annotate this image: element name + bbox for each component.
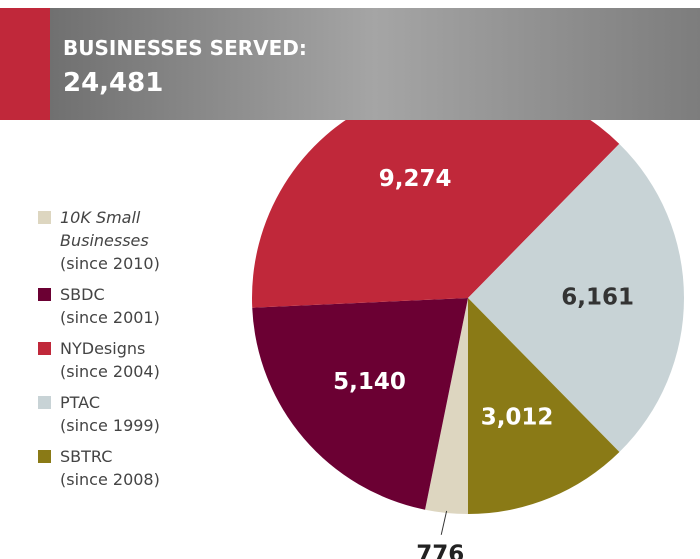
- data-label: 776: [416, 541, 464, 559]
- legend-label: 10K Small Businesses: [60, 208, 149, 250]
- legend-label: PTAC: [60, 393, 101, 412]
- legend-swatch: [38, 396, 51, 409]
- data-label: 6,161: [561, 284, 634, 310]
- legend-item: SBDC (since 2001): [38, 283, 218, 329]
- legend-note: (since 2004): [60, 362, 160, 381]
- legend-label: SBTRC: [60, 447, 113, 466]
- pie-slice: [425, 298, 468, 514]
- legend-note: (since 2008): [60, 470, 160, 489]
- pie-slice: [468, 143, 685, 453]
- legend-swatch: [38, 342, 51, 355]
- chart-title: BUSINESSES SERVED:: [63, 36, 307, 60]
- data-label: 5,140: [333, 369, 406, 395]
- leader-line: [440, 510, 448, 535]
- legend-swatch: [38, 450, 51, 463]
- legend-label: NYDesigns: [60, 339, 146, 358]
- legend-item: 10K Small Businesses (since 2010): [38, 206, 218, 275]
- legend-note: (since 1999): [60, 416, 160, 435]
- data-label: 3,012: [481, 404, 554, 430]
- pie-slice: [252, 81, 620, 308]
- legend: 10K Small Businesses (since 2010) SBDC (sin…: [38, 206, 218, 499]
- legend-note: (since 2001): [60, 308, 160, 327]
- pie-slice: [252, 298, 468, 510]
- data-label: 9,274: [379, 166, 452, 192]
- pie-slice: [468, 298, 620, 514]
- legend-item: NYDesigns (since 2004): [38, 337, 218, 383]
- header-accent: [0, 8, 50, 120]
- legend-item: PTAC (since 1999): [38, 391, 218, 437]
- legend-swatch: [38, 288, 51, 301]
- pie: 776 5,140 9,274 6,161 3,012: [252, 81, 685, 559]
- legend-note: (since 2010): [60, 254, 160, 273]
- legend-label: SBDC: [60, 285, 105, 304]
- chart-subtitle: 24,481: [63, 68, 163, 98]
- legend-item: SBTRC (since 2008): [38, 445, 218, 491]
- header-band: [50, 8, 700, 120]
- legend-swatch: [38, 211, 51, 224]
